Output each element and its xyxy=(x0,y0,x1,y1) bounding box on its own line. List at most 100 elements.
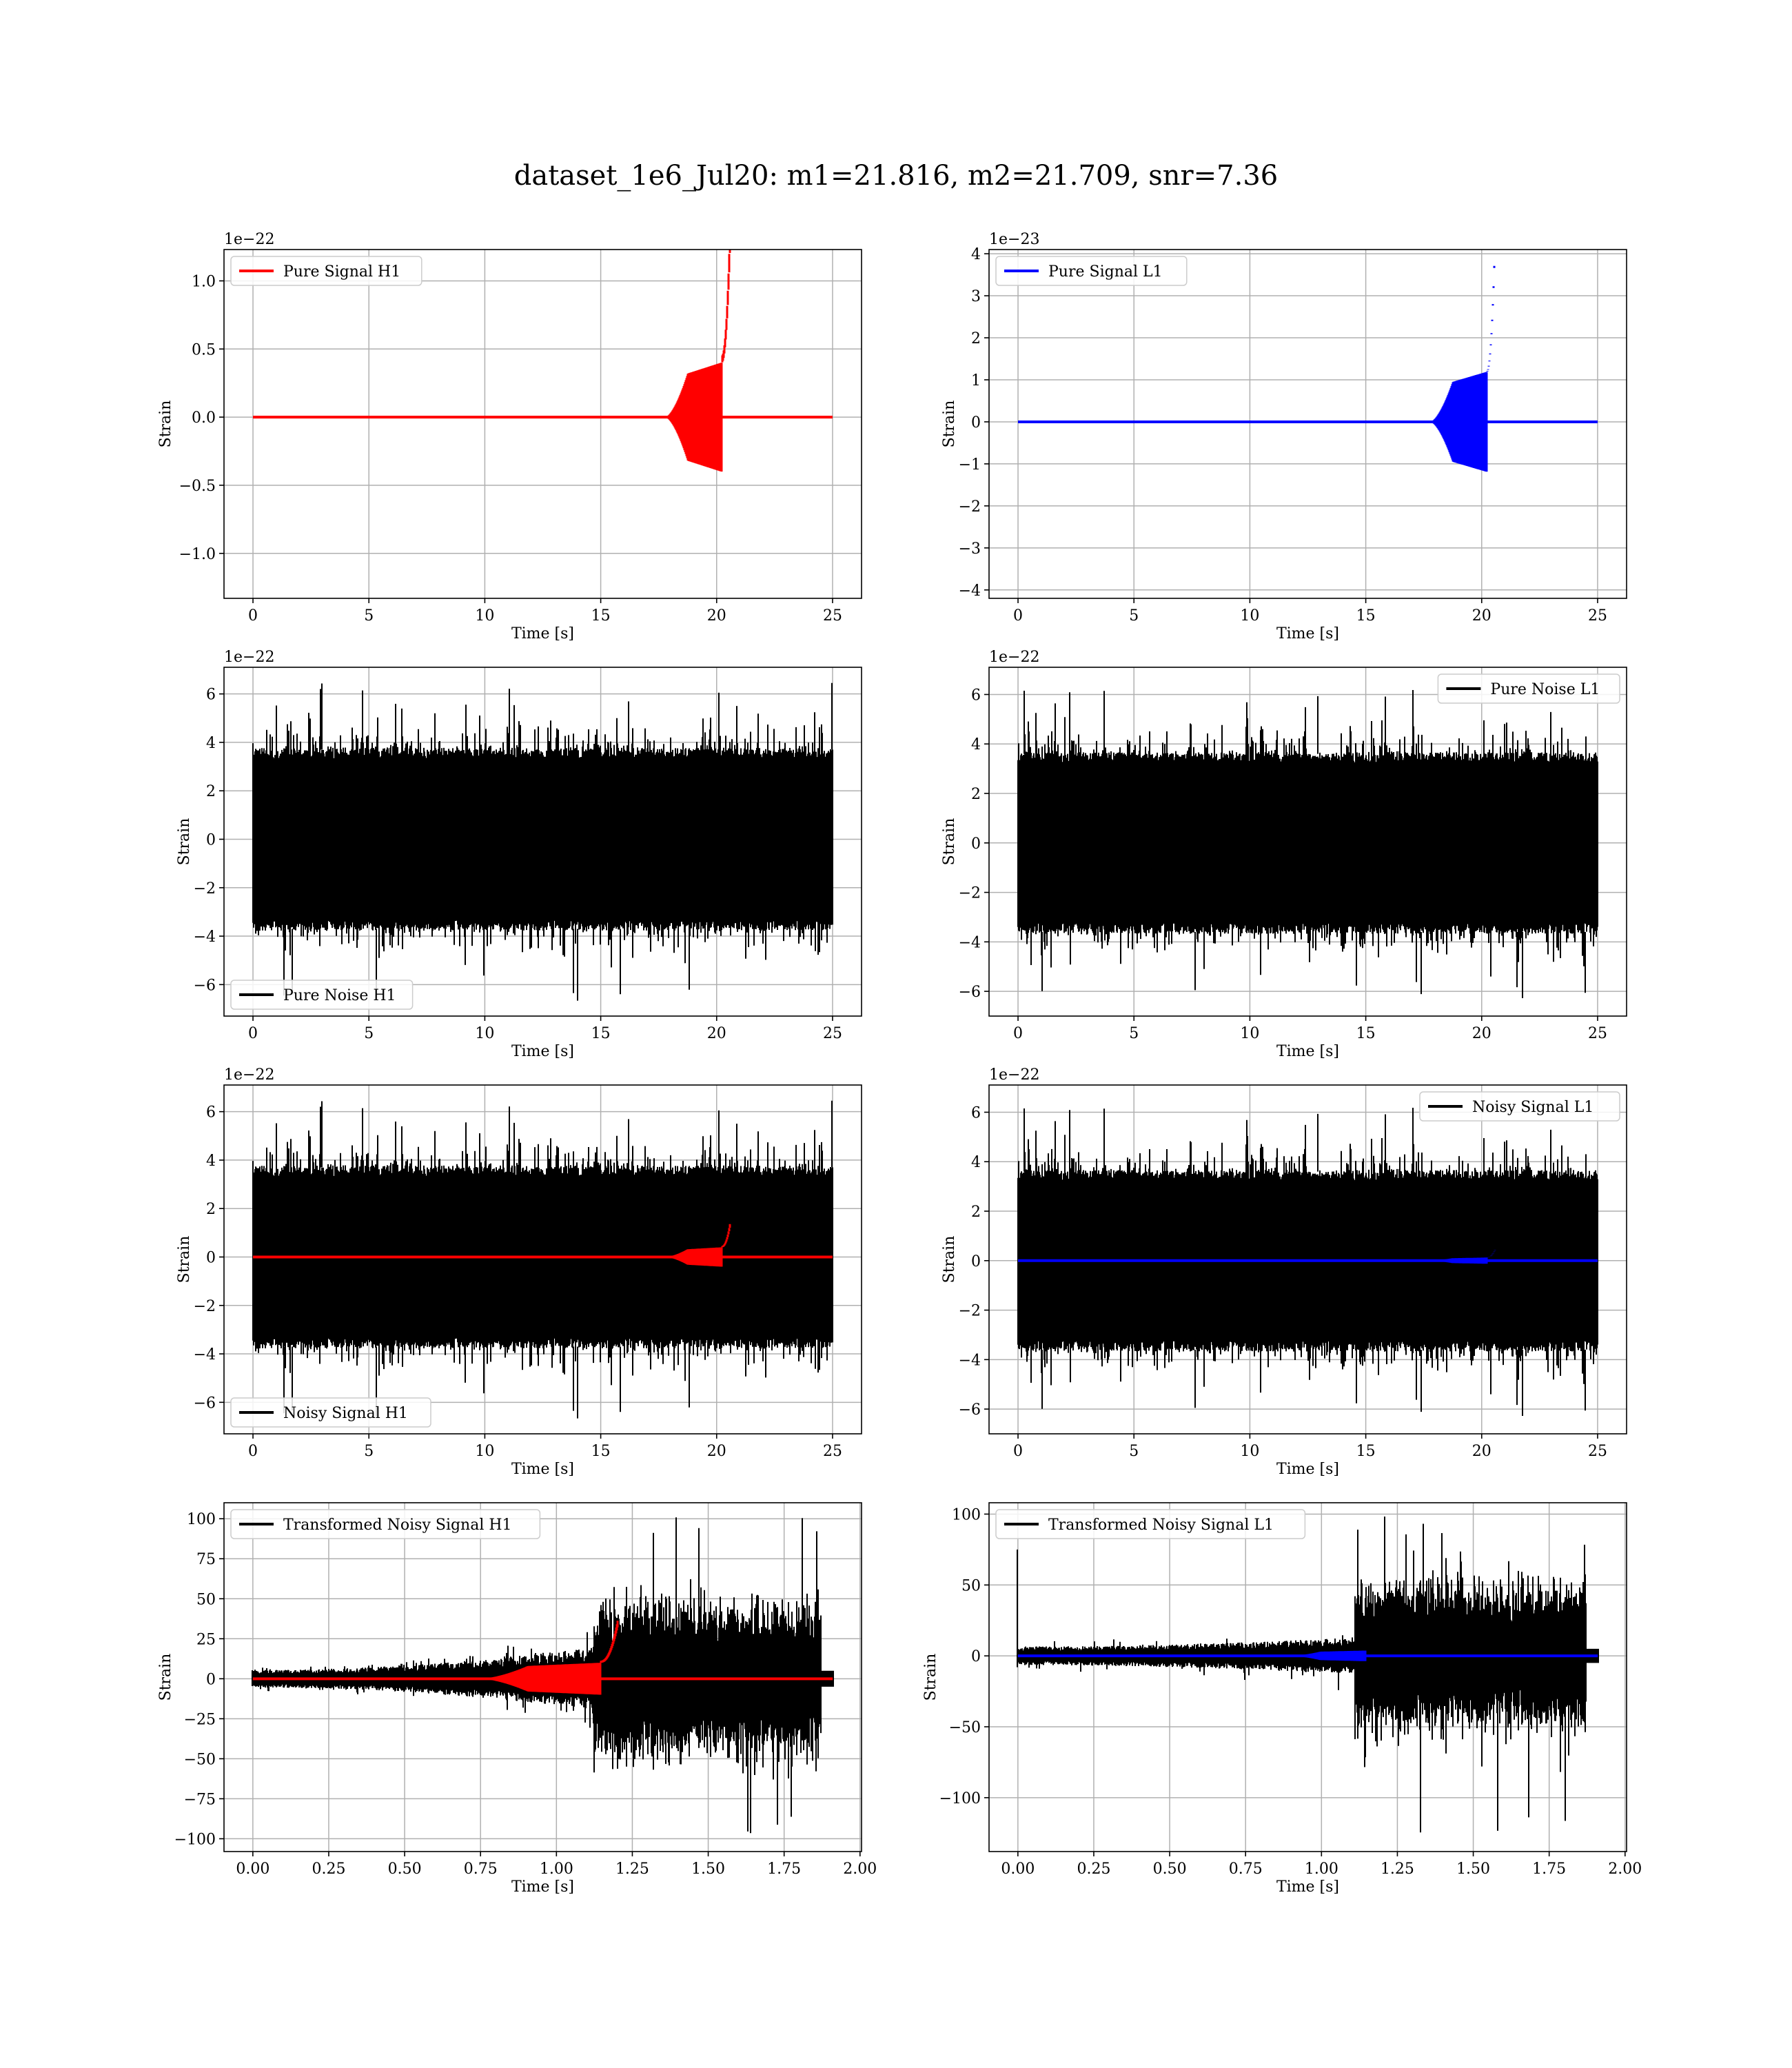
x-tick-label: 20 xyxy=(1472,607,1491,625)
y-tick-label: 75 xyxy=(196,1551,216,1568)
y-tick-label: −4 xyxy=(959,582,981,600)
y-tick-label: 50 xyxy=(961,1577,981,1594)
y-tick-label: 100 xyxy=(952,1506,981,1523)
x-axis-label: Time [s] xyxy=(511,1878,574,1896)
y-tick-label: −6 xyxy=(194,1395,216,1412)
x-tick-label: 0.25 xyxy=(312,1861,345,1878)
chirp-envelope xyxy=(1290,1650,1367,1661)
axes-frame xyxy=(223,249,862,599)
y-tick-label: −4 xyxy=(194,929,216,946)
y-axis: −100 −50 0 50 100 xyxy=(939,1506,989,1807)
x-tick-label: 5 xyxy=(364,1025,374,1042)
x-tick-label: 0 xyxy=(1013,1443,1023,1460)
legend-label: Pure Signal L1 xyxy=(1048,263,1163,281)
chirp-envelope xyxy=(665,1224,731,1267)
legend-label: Pure Noise H1 xyxy=(283,987,396,1004)
y-tick-label: 100 xyxy=(187,1511,216,1528)
plot-area xyxy=(252,1100,833,1419)
y-tick-label: 3 xyxy=(971,288,981,305)
x-tick-label: 1.00 xyxy=(1305,1861,1338,1878)
x-tick-label: 10 xyxy=(1240,607,1259,625)
y-tick-label: −4 xyxy=(959,1352,981,1369)
chirp-envelope xyxy=(1429,265,1496,472)
y-tick-label: 0 xyxy=(971,414,981,432)
x-tick-label: 0 xyxy=(248,607,258,625)
y-tick-label: 4 xyxy=(971,736,981,753)
x-tick-label: 1.00 xyxy=(540,1861,573,1878)
x-tick-label: 5 xyxy=(364,1443,374,1460)
y-axis-label: Strain xyxy=(941,818,958,866)
chirp-envelope xyxy=(480,1621,619,1695)
legend-label: Transformed Noisy Signal L1 xyxy=(1048,1517,1274,1534)
chirp-envelope xyxy=(1431,1250,1496,1264)
chirp-envelope xyxy=(665,250,731,472)
x-tick-label: 1.75 xyxy=(1532,1861,1566,1878)
series-chirp-overlay xyxy=(1018,1250,1598,1264)
y-tick-label: −1 xyxy=(959,456,981,474)
offset-text: 1e−23 xyxy=(989,231,1039,248)
x-tick-label: 20 xyxy=(707,1025,726,1042)
y-tick-label: 4 xyxy=(971,246,981,263)
subplot-transformed-noisy-signal-l1: 0.00 0.25 0.50 0.75 1.00 1.25 1.50 1.75 2.00 −100… xyxy=(922,1502,1642,1896)
y-tick-label: −6 xyxy=(959,984,981,1001)
x-tick-label: 25 xyxy=(1588,607,1607,625)
x-tick-label: 0.00 xyxy=(236,1861,269,1878)
plot-area xyxy=(253,250,833,472)
y-axis: −6 −4 −2 0 2 4 6 xyxy=(959,1104,989,1419)
whitened-trace xyxy=(1017,1517,1599,1833)
x-tick-label: 10 xyxy=(1240,1025,1259,1042)
x-axis-label: Time [s] xyxy=(1276,1043,1339,1060)
grid xyxy=(989,250,1627,598)
y-tick-label: −50 xyxy=(184,1751,216,1768)
series-pure-signal-h1 xyxy=(253,250,833,472)
y-tick-label: 2 xyxy=(971,786,981,803)
legend-frame xyxy=(230,256,422,286)
x-tick-label: 20 xyxy=(1472,1025,1491,1042)
noise-trace xyxy=(252,1100,833,1419)
x-tick-label: 0 xyxy=(248,1025,258,1042)
plot-area xyxy=(1017,1517,1599,1833)
x-axis-label: Time [s] xyxy=(1276,1461,1339,1478)
x-tick-label: 2.00 xyxy=(1608,1861,1642,1878)
x-axis: 0 5 10 15 20 25 xyxy=(1013,1016,1607,1042)
y-tick-label: −3 xyxy=(959,540,981,558)
x-tick-label: 0 xyxy=(1013,607,1023,625)
y-axis-label: Strain xyxy=(157,1654,174,1701)
y-tick-label: −4 xyxy=(194,1346,216,1364)
x-tick-label: 25 xyxy=(1588,1443,1607,1460)
subplot-pure-signal-h1: 0 5 10 15 20 25 −1.0 −0.5 0.0 0.5 1.0 Time [s] Strai… xyxy=(157,231,862,642)
axes-frame xyxy=(223,667,862,1017)
y-tick-label: 2 xyxy=(971,330,981,347)
x-axis: 0 5 10 15 20 25 xyxy=(1013,1434,1607,1460)
subplot-noisy-signal-l1: 0 5 10 15 20 25 −6 −4 −2 0 2 4 6 Time [s] Strain 1e−22 N… xyxy=(941,1066,1627,1478)
axes-frame xyxy=(988,667,1627,1017)
y-tick-label: 0 xyxy=(206,1671,216,1688)
x-tick-label: 15 xyxy=(591,1443,611,1460)
legend: Transformed Noisy Signal H1 xyxy=(230,1509,541,1539)
x-axis-label: Time [s] xyxy=(511,1043,574,1060)
y-tick-label: −100 xyxy=(939,1790,981,1807)
x-tick-label: 0 xyxy=(1013,1025,1023,1042)
x-axis: 0 5 10 15 20 25 xyxy=(1013,598,1607,625)
legend-frame xyxy=(230,1397,431,1428)
plot-area xyxy=(1017,1108,1598,1416)
axes-frame xyxy=(988,1502,1627,1852)
x-axis: 0 5 10 15 20 25 xyxy=(248,1434,842,1460)
y-tick-label: 0.0 xyxy=(192,409,216,427)
x-axis-label: Time [s] xyxy=(1276,1878,1339,1896)
legend: Pure Signal H1 xyxy=(230,256,422,286)
y-tick-label: 6 xyxy=(206,687,216,704)
x-tick-label: 1.75 xyxy=(767,1861,801,1878)
y-axis-label: Strain xyxy=(176,818,193,866)
subplot-pure-noise-h1: 0 5 10 15 20 25 −6 −4 −2 0 2 4 6 Time [s] Strain 1e−22 P… xyxy=(176,649,862,1060)
y-axis-label: Strain xyxy=(176,1236,193,1284)
x-tick-label: 1.25 xyxy=(1381,1861,1414,1878)
series-pure-signal-l1 xyxy=(1018,265,1598,472)
x-tick-label: 0.75 xyxy=(464,1861,498,1878)
x-tick-label: 0.50 xyxy=(388,1861,422,1878)
y-tick-label: 0.5 xyxy=(192,341,216,358)
x-tick-label: 1.50 xyxy=(1456,1861,1490,1878)
x-tick-label: 20 xyxy=(707,1443,726,1460)
y-axis-label: Strain xyxy=(941,401,958,448)
